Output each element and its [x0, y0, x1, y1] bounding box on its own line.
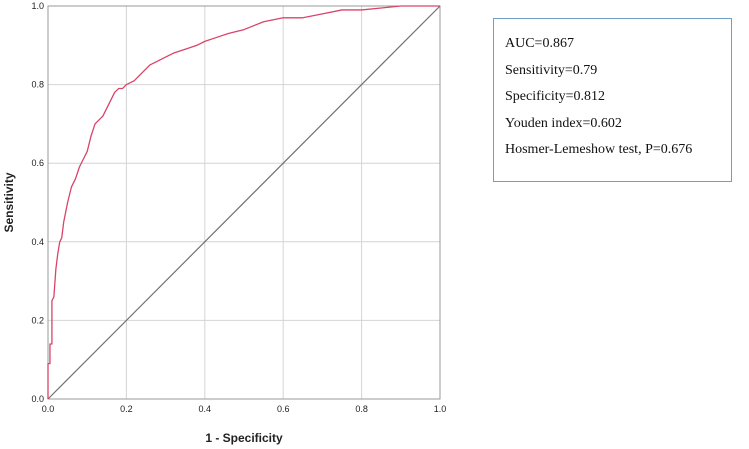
y-tick-label: 0.0 [31, 394, 44, 404]
plot-frame [47, 5, 441, 400]
stat-hosmer-lemeshow: Hosmer-Lemeshow test, P=0.676 [505, 142, 693, 157]
stat-youden-index: Youden index=0.602 [505, 115, 622, 131]
y-tick-label: 1.0 [31, 1, 44, 11]
x-tick-label: 0.8 [355, 404, 368, 414]
roc-curve-line [47, 5, 440, 399]
y-axis-title: Sensitivity [2, 172, 16, 232]
x-tick-label: 0.0 [42, 404, 55, 414]
y-tick-label: 0.4 [31, 237, 44, 247]
x-tick-label: 0.4 [199, 404, 212, 414]
y-tick-label: 0.2 [31, 315, 44, 325]
stat-specificity: Specificity=0.812 [505, 89, 606, 104]
x-tick-labels: 0.0 0.2 0.4 0.6 0.8 1.0 [42, 404, 447, 414]
reference-diagonal-line [47, 5, 441, 400]
x-tick-label: 1.0 [434, 404, 447, 414]
x-tick-label: 0.2 [120, 404, 133, 414]
stat-sensitivity: Sensitivity=0.79 [505, 62, 598, 78]
x-axis-title: 1 - Specificity [205, 431, 283, 445]
stat-auc: AUC=0.867 [505, 36, 574, 51]
stats-box: AUC=0.867 Sensitivity=0.79 Specificity=0… [493, 18, 732, 182]
y-tick-labels: 0.0 0.2 0.4 0.6 0.8 1.0 [31, 1, 44, 404]
x-tick-label: 0.6 [277, 404, 290, 414]
y-tick-label: 0.6 [31, 158, 44, 168]
series-layer [47, 5, 441, 400]
y-tick-label: 0.8 [31, 80, 44, 90]
